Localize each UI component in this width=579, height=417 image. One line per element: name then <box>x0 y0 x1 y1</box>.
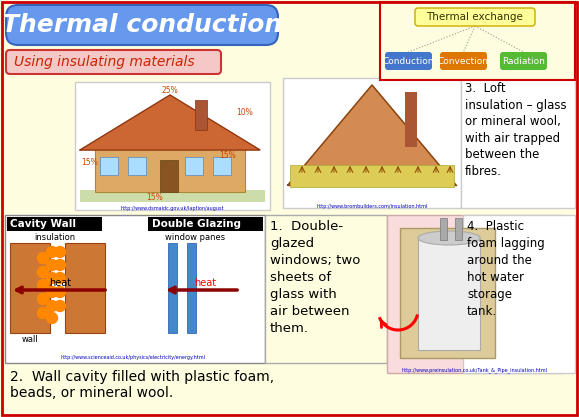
Bar <box>148 217 263 231</box>
Circle shape <box>46 272 57 284</box>
Bar <box>380 2 575 80</box>
Text: 4.  Plastic
foam lagging
around the
hot water
storage
tank.: 4. Plastic foam lagging around the hot w… <box>467 220 545 318</box>
FancyBboxPatch shape <box>500 52 547 70</box>
Circle shape <box>46 259 57 271</box>
Bar <box>283 78 461 208</box>
Circle shape <box>54 246 65 258</box>
Text: heat: heat <box>49 278 71 288</box>
Text: Thermal exchange: Thermal exchange <box>427 12 523 22</box>
Text: 25%: 25% <box>162 85 178 95</box>
Circle shape <box>46 301 57 311</box>
Bar <box>185 157 203 175</box>
Bar <box>7 217 102 231</box>
Polygon shape <box>80 95 260 150</box>
Text: Using insulating materials: Using insulating materials <box>14 55 195 69</box>
Bar <box>400 228 495 358</box>
Bar <box>95 148 245 192</box>
Circle shape <box>46 312 57 324</box>
Text: Cavity Wall: Cavity Wall <box>10 219 76 229</box>
Bar <box>265 215 387 363</box>
FancyBboxPatch shape <box>415 8 535 26</box>
FancyBboxPatch shape <box>6 50 221 74</box>
Bar <box>405 92 417 147</box>
Circle shape <box>54 286 65 297</box>
Circle shape <box>54 301 65 311</box>
Bar <box>195 100 207 130</box>
Text: 15%: 15% <box>219 151 236 159</box>
Text: 3.  Loft
insulation – glass
or mineral wool,
with air trapped
between the
fibres: 3. Loft insulation – glass or mineral wo… <box>465 82 567 178</box>
Text: Radiation: Radiation <box>502 56 545 65</box>
Text: 15%: 15% <box>146 193 163 201</box>
Text: http://www.preinsulation.co.uk/Tank_&_Pipe_insulation.html: http://www.preinsulation.co.uk/Tank_&_Pi… <box>402 367 548 373</box>
Text: heat: heat <box>194 278 216 288</box>
Circle shape <box>54 259 65 271</box>
Text: http://www.brombuilders.com/insulation.html: http://www.brombuilders.com/insulation.h… <box>316 203 428 208</box>
Bar <box>168 243 177 333</box>
Bar <box>100 157 118 175</box>
Bar <box>463 215 575 373</box>
FancyBboxPatch shape <box>385 52 432 70</box>
Circle shape <box>38 253 49 264</box>
Text: 1.  Double-
glazed
windows; two
sheets of
glass with
air between
them.: 1. Double- glazed windows; two sheets of… <box>270 220 360 335</box>
Bar <box>80 190 265 202</box>
Circle shape <box>38 307 49 319</box>
Text: Convection: Convection <box>438 56 489 65</box>
Text: 2.  Wall cavity filled with plastic foam,
beads, or mineral wool.: 2. Wall cavity filled with plastic foam,… <box>10 370 274 400</box>
FancyBboxPatch shape <box>440 52 487 70</box>
Bar <box>290 165 454 187</box>
Text: Conduction: Conduction <box>383 56 434 65</box>
Bar <box>128 157 146 175</box>
Bar <box>213 157 231 175</box>
Text: Thermal conduction: Thermal conduction <box>2 13 282 37</box>
Bar <box>387 215 563 373</box>
Bar <box>10 243 50 333</box>
Text: Double Glazing: Double Glazing <box>152 219 241 229</box>
Bar <box>160 160 178 192</box>
Circle shape <box>46 286 57 297</box>
Bar <box>75 82 270 210</box>
Bar <box>455 218 462 240</box>
Bar <box>5 215 265 363</box>
Circle shape <box>38 266 49 277</box>
Bar <box>440 218 447 240</box>
Text: insulation: insulation <box>34 233 76 241</box>
Ellipse shape <box>418 231 480 245</box>
Text: http://www.dsmaidc.gov.uk/laption/august: http://www.dsmaidc.gov.uk/laption/august <box>120 206 223 211</box>
FancyBboxPatch shape <box>6 5 278 45</box>
Polygon shape <box>288 85 456 185</box>
Text: wall: wall <box>21 336 38 344</box>
Circle shape <box>38 294 49 304</box>
Circle shape <box>38 279 49 291</box>
Text: 10%: 10% <box>237 108 254 116</box>
Circle shape <box>46 246 57 258</box>
Text: 15%: 15% <box>82 158 98 166</box>
Bar <box>461 78 575 208</box>
Bar <box>418 238 480 350</box>
Bar <box>65 243 105 333</box>
Circle shape <box>54 272 65 284</box>
Bar <box>187 243 196 333</box>
Text: window panes: window panes <box>165 233 225 241</box>
Text: http://www.scienceaid.co.uk/physics/electricity/energy.html: http://www.scienceaid.co.uk/physics/elec… <box>60 356 206 361</box>
